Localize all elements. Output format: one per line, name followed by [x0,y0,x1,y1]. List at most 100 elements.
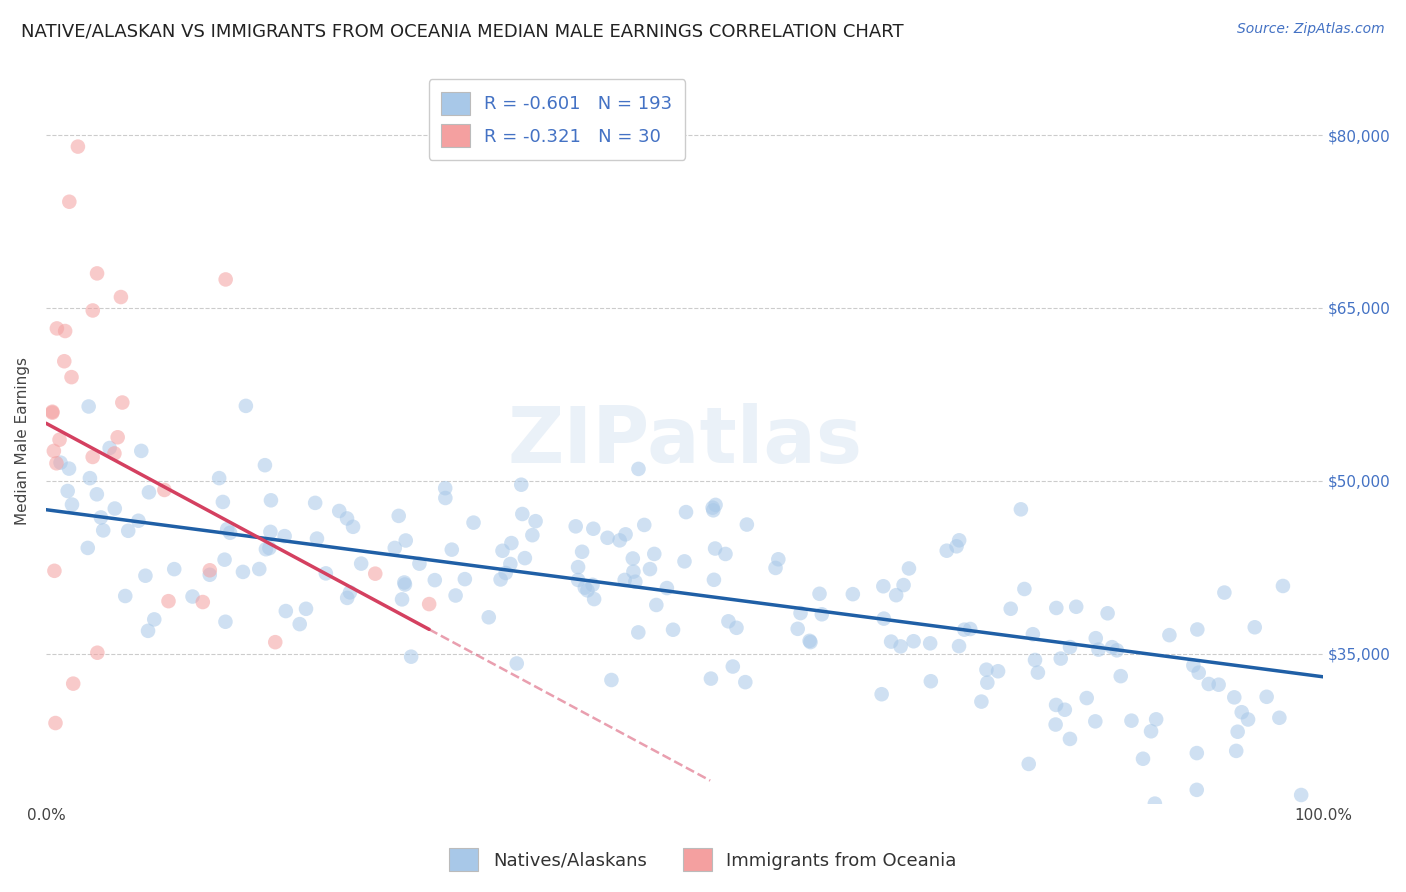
Point [1187,623,1209,637]
Point [495,566,517,580]
Point [339,585,361,599]
Point [264,635,287,649]
Point [86,487,108,501]
Point [198,563,221,577]
Point [567,560,589,574]
Point [920,636,942,650]
Point [198,567,221,582]
Point [1045,717,1067,731]
Point [60,498,83,512]
Point [62,676,84,690]
Point [434,481,457,495]
Point [567,573,589,587]
Point [1064,599,1087,614]
Point [522,528,544,542]
Point [478,610,501,624]
Point [336,591,359,605]
Point [1024,653,1046,667]
Point [512,507,534,521]
Point [136,624,159,638]
Point [117,524,139,538]
Point [1014,582,1036,596]
Point [181,590,204,604]
Point [581,578,603,592]
Point [890,640,912,654]
Point [212,495,235,509]
Point [491,543,513,558]
Point [673,554,696,568]
Point [702,500,724,515]
Point [880,634,903,648]
Point [703,573,725,587]
Point [82,303,104,318]
Point [614,527,637,541]
Point [388,508,411,523]
Point [86,646,108,660]
Point [163,562,186,576]
Point [110,290,132,304]
Point [42,444,65,458]
Point [633,517,655,532]
Point [1132,752,1154,766]
Point [103,446,125,460]
Point [48,433,70,447]
Point [138,485,160,500]
Point [259,524,281,539]
Point [1097,607,1119,621]
Point [66,139,89,153]
Point [232,565,254,579]
Point [58,194,80,209]
Legend: R = -0.601   N = 193, R = -0.321   N = 30: R = -0.601 N = 193, R = -0.321 N = 30 [429,79,685,160]
Point [600,673,623,687]
Point [1105,643,1128,657]
Point [304,496,326,510]
Point [1140,724,1163,739]
Point [1045,601,1067,615]
Point [655,581,678,595]
Y-axis label: Median Male Earnings: Median Male Earnings [15,357,30,524]
Point [704,541,727,556]
Point [41,405,63,419]
Point [662,623,685,637]
Point [111,395,134,409]
Point [897,561,920,575]
Point [627,625,650,640]
Point [191,595,214,609]
Point [259,541,281,555]
Point [129,443,152,458]
Point [215,272,238,286]
Point [217,522,239,536]
Point [1059,640,1081,654]
Point [735,517,758,532]
Point [157,594,180,608]
Point [260,493,283,508]
Point [564,519,586,533]
Point [44,564,66,578]
Point [613,573,636,587]
Point [1208,678,1230,692]
Point [90,510,112,524]
Point [214,552,236,566]
Point [1223,690,1246,705]
Point [704,498,727,512]
Point [434,491,457,505]
Point [1022,627,1045,641]
Point [884,588,907,602]
Point [418,597,440,611]
Point [364,566,387,581]
Point [645,598,668,612]
Point [214,615,236,629]
Point [1182,658,1205,673]
Point [56,483,79,498]
Point [976,675,998,690]
Point [82,450,104,464]
Point [1121,714,1143,728]
Point [41,406,63,420]
Point [786,622,808,636]
Point [872,579,894,593]
Point [1226,724,1249,739]
Point [789,606,811,620]
Text: Source: ZipAtlas.com: Source: ZipAtlas.com [1237,22,1385,37]
Point [408,557,430,571]
Point [1243,620,1265,634]
